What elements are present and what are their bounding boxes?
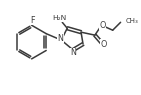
Text: N: N (57, 34, 63, 43)
Text: CH₃: CH₃ (125, 18, 138, 24)
Text: N: N (70, 48, 76, 57)
Text: O: O (101, 40, 107, 49)
Text: O: O (100, 21, 106, 30)
Text: H₂N: H₂N (52, 15, 66, 21)
Text: F: F (30, 16, 35, 25)
